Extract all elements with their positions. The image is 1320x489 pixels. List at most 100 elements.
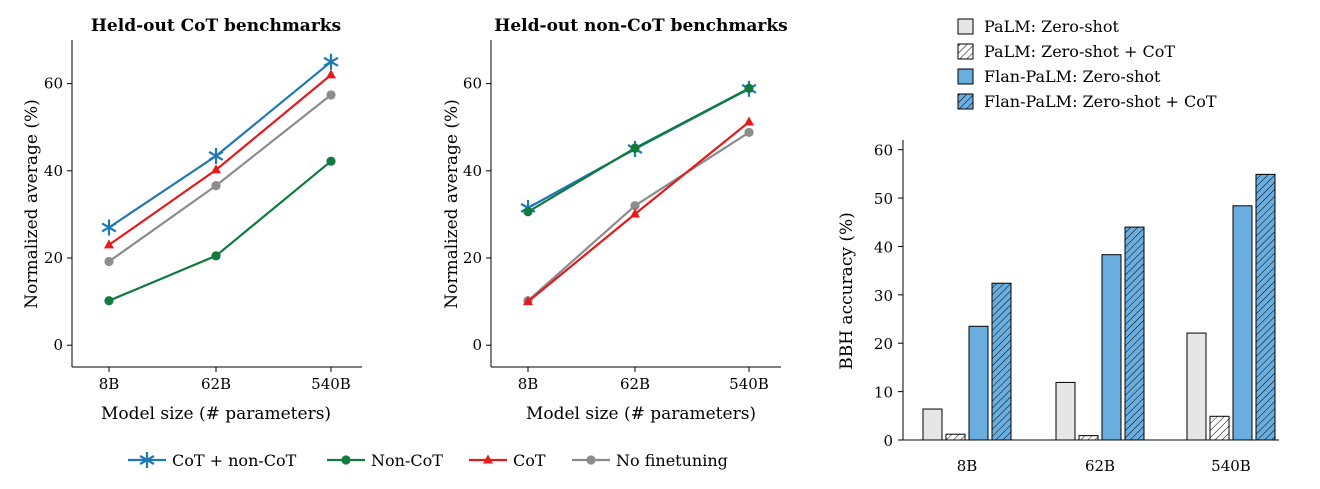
legend-label: Flan-PaLM: Zero-shot + CoT: [984, 92, 1217, 111]
y-tick-label: 40: [44, 162, 63, 180]
series-non-cot: [104, 156, 336, 306]
bar: [1101, 254, 1122, 441]
y-tick-label: 60: [874, 142, 893, 160]
bar-hatch: [1125, 227, 1144, 440]
y-tick-label: 10: [874, 384, 893, 402]
legend-label: CoT + non-CoT: [172, 451, 297, 470]
chart-title: Held-out non-CoT benchmarks: [494, 16, 787, 36]
legend-label: PaLM: Zero-shot: [984, 17, 1119, 36]
legend-item: Non-CoT: [327, 451, 443, 470]
y-axis-label: Normalized average (%): [22, 99, 42, 309]
legend-item: PaLM: Zero-shot: [957, 17, 1119, 36]
y-axis-label: Normalized average (%): [442, 99, 462, 309]
data-point: [744, 116, 754, 126]
x-tick-label: 62B: [1085, 457, 1115, 475]
y-ticks: 0 20 40 60: [463, 75, 491, 354]
series-non-cot: [523, 83, 754, 217]
data-point: [104, 256, 114, 267]
data-point: [630, 201, 640, 211]
legend-item: PaLM: Zero-shot + CoT: [957, 42, 1175, 61]
y-tick-label: 20: [463, 249, 482, 267]
data-point: [104, 296, 114, 306]
data-point: [744, 83, 754, 93]
bar: [1055, 381, 1076, 441]
y-axis-label: BBH accuracy (%): [837, 212, 857, 370]
legend-item: No finetuning: [572, 451, 728, 470]
y-tick-label: 60: [463, 75, 482, 93]
chart-bbh-accuracy: PaLM: Zero-shot PaLM: Zero-shot + CoT Flan…: [837, 17, 1279, 475]
legend-marker: [483, 454, 493, 464]
data-point: [208, 147, 224, 164]
x-ticks: 8B 62B 540B: [957, 457, 1251, 475]
data-point: [744, 127, 754, 138]
legend-label: Non-CoT: [371, 451, 443, 470]
x-ticks: 8B 62B 540B: [99, 367, 351, 393]
y-tick-label: 0: [883, 432, 893, 450]
series-line: [108, 74, 332, 246]
y-tick-label: 50: [874, 190, 893, 208]
x-tick-label: 8B: [99, 375, 120, 393]
legend-item: CoT: [469, 451, 546, 470]
legend-label: CoT: [513, 451, 546, 470]
bar-hatch: [1256, 174, 1275, 440]
y-tick-label: 0: [53, 336, 63, 354]
bar: [1186, 332, 1207, 441]
series-line: [108, 94, 332, 263]
y-tick-label: 40: [463, 162, 482, 180]
legend-swatch: [957, 43, 974, 60]
x-tick-label: 540B: [1211, 457, 1251, 475]
bar-hatch: [992, 283, 1011, 440]
y-tick-label: 30: [874, 287, 893, 305]
legend-label: PaLM: Zero-shot + CoT: [984, 42, 1175, 61]
bar: [1209, 415, 1230, 441]
y-ticks: 0 20 40 60: [44, 75, 72, 354]
line-series: [101, 53, 339, 306]
legend-item: Flan-PaLM: Zero-shot + CoT: [957, 92, 1217, 111]
chart-non-cot-benchmarks: Held-out non-CoT benchmarks 0 20 40 60 8B 62…: [442, 16, 788, 424]
data-point: [523, 207, 533, 217]
x-tick-label: 540B: [311, 375, 351, 393]
bar: [922, 408, 943, 441]
bar: [945, 433, 966, 441]
data-point: [323, 53, 339, 70]
chart-cot-benchmarks: Held-out CoT benchmarks 0 20 40 60 8B 62B 540…: [22, 16, 362, 424]
line-series: [520, 80, 757, 306]
series-cot: [523, 116, 754, 306]
x-ticks: 8B 62B 540B: [518, 367, 769, 393]
y-tick-label: 0: [472, 336, 482, 354]
legend-swatch: [957, 18, 974, 35]
data-point: [211, 164, 221, 174]
x-axis-label: Model size (# parameters): [101, 404, 331, 424]
x-tick-label: 540B: [729, 375, 769, 393]
legend-label: No finetuning: [616, 451, 728, 470]
x-tick-label: 62B: [620, 375, 650, 393]
data-point: [630, 143, 640, 153]
legend-label: Flan-PaLM: Zero-shot: [984, 67, 1161, 86]
legend-item: CoT + non-CoT: [128, 451, 297, 470]
data-point: [101, 219, 117, 236]
legend-marker: [586, 455, 596, 465]
legend-swatch-hatch: [958, 94, 973, 109]
series-cot-non-cot: [101, 53, 339, 236]
bar: [968, 325, 989, 441]
data-point: [630, 208, 640, 218]
y-tick-label: 20: [44, 249, 63, 267]
y-ticks: 0 10 20 30 40 50 60: [874, 142, 903, 450]
data-point: [211, 251, 221, 261]
y-tick-label: 40: [874, 238, 893, 256]
chart-title: Held-out CoT benchmarks: [91, 16, 341, 36]
y-tick-label: 20: [874, 335, 893, 353]
data-point: [523, 296, 533, 306]
bar-legend: PaLM: Zero-shot PaLM: Zero-shot + CoT Flan…: [957, 17, 1217, 111]
series-cot: [104, 69, 336, 249]
legend-item: Flan-PaLM: Zero-shot: [957, 67, 1161, 86]
series-line: [108, 60, 332, 229]
series-no-finetuning: [104, 90, 336, 267]
bars: [922, 173, 1276, 441]
bar: [1078, 435, 1099, 441]
x-tick-label: 62B: [201, 375, 231, 393]
x-tick-label: 8B: [957, 457, 978, 475]
x-tick-label: 8B: [518, 375, 539, 393]
legend-marker: [139, 452, 155, 468]
